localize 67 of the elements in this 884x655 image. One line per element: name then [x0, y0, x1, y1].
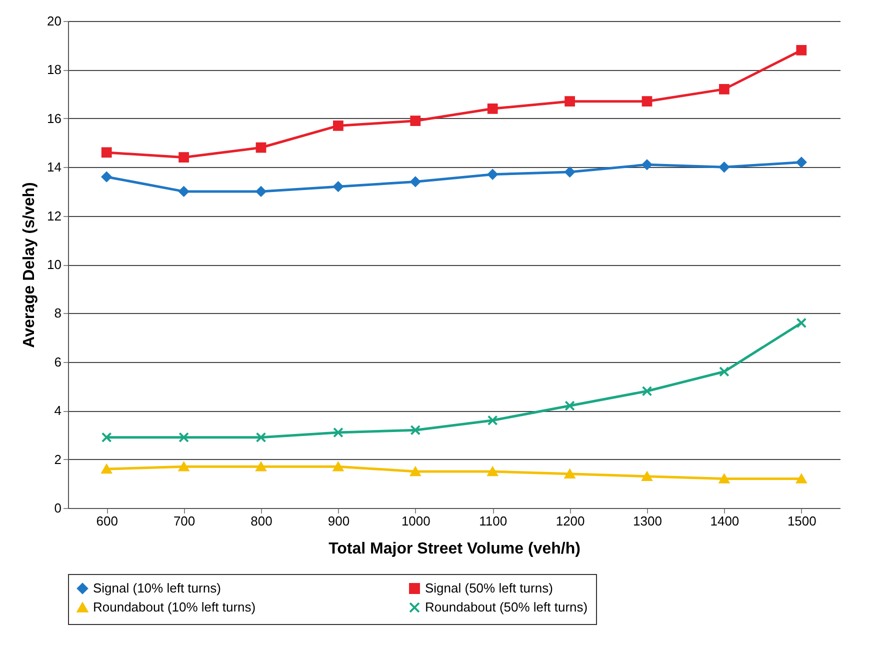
legend-label: Signal (10% left turns)	[93, 580, 221, 596]
point	[178, 186, 189, 197]
point	[487, 169, 498, 180]
y-tick-label: 10	[47, 257, 62, 272]
point	[256, 462, 266, 472]
point	[564, 400, 575, 411]
point	[719, 162, 730, 172]
x-tick-label: 1000	[401, 514, 430, 528]
point	[410, 424, 421, 436]
point	[178, 432, 189, 443]
y-tick-label: 16	[47, 110, 62, 126]
point	[101, 172, 112, 182]
legend-label: Roundabout (50% left turns)	[425, 600, 588, 614]
point	[642, 96, 652, 107]
point	[796, 318, 807, 328]
point	[256, 186, 266, 197]
x-tick-label: 800	[250, 514, 272, 528]
point	[719, 474, 730, 484]
point	[564, 469, 575, 479]
x-tick-label: 1100	[479, 514, 508, 528]
x-axis-title: Total Major Street Volume (veh/h)	[328, 540, 580, 558]
point	[410, 176, 421, 187]
point	[564, 166, 575, 178]
point	[564, 96, 575, 107]
point	[642, 159, 652, 170]
point	[796, 45, 807, 56]
point	[487, 103, 498, 114]
x-tick-label: 1500	[787, 514, 816, 528]
point	[719, 84, 730, 94]
y-tick-label: 2	[54, 452, 62, 467]
y-tick-label: 0	[54, 500, 62, 516]
point	[719, 366, 730, 377]
y-tick-label: 18	[47, 62, 62, 78]
y-tick-label: 12	[47, 208, 62, 224]
point	[333, 427, 344, 438]
point	[333, 181, 344, 192]
x-tick-label: 600	[96, 514, 118, 528]
point	[410, 116, 421, 126]
point	[487, 415, 498, 426]
x-tick-label: 1300	[633, 514, 662, 528]
legend-label: Signal (50% left turns)	[425, 580, 553, 596]
x-tick-label: 900	[328, 514, 350, 528]
x-tick-label: 1200	[556, 514, 585, 528]
point	[642, 386, 652, 396]
point	[101, 147, 112, 158]
point	[101, 432, 112, 443]
point	[178, 152, 189, 163]
point	[256, 142, 266, 153]
point	[410, 466, 421, 476]
y-tick-label: 4	[54, 403, 62, 418]
point	[333, 462, 344, 472]
point	[796, 157, 807, 168]
point	[642, 472, 652, 481]
legend-label: Roundabout (10% left turns)	[93, 600, 256, 614]
y-tick-label: 14	[47, 160, 62, 175]
point	[333, 120, 344, 131]
y-tick-label: 20	[47, 14, 62, 28]
y-tick-label: 8	[54, 306, 62, 321]
point	[796, 474, 807, 484]
point	[178, 462, 189, 472]
y-axis-title: Average Delay (s/veh)	[21, 182, 38, 348]
y-tick-label: 6	[54, 354, 62, 370]
point	[487, 466, 498, 476]
point	[256, 432, 266, 443]
x-tick-label: 700	[173, 514, 196, 528]
x-tick-label: 1400	[710, 514, 740, 528]
point	[101, 464, 112, 474]
